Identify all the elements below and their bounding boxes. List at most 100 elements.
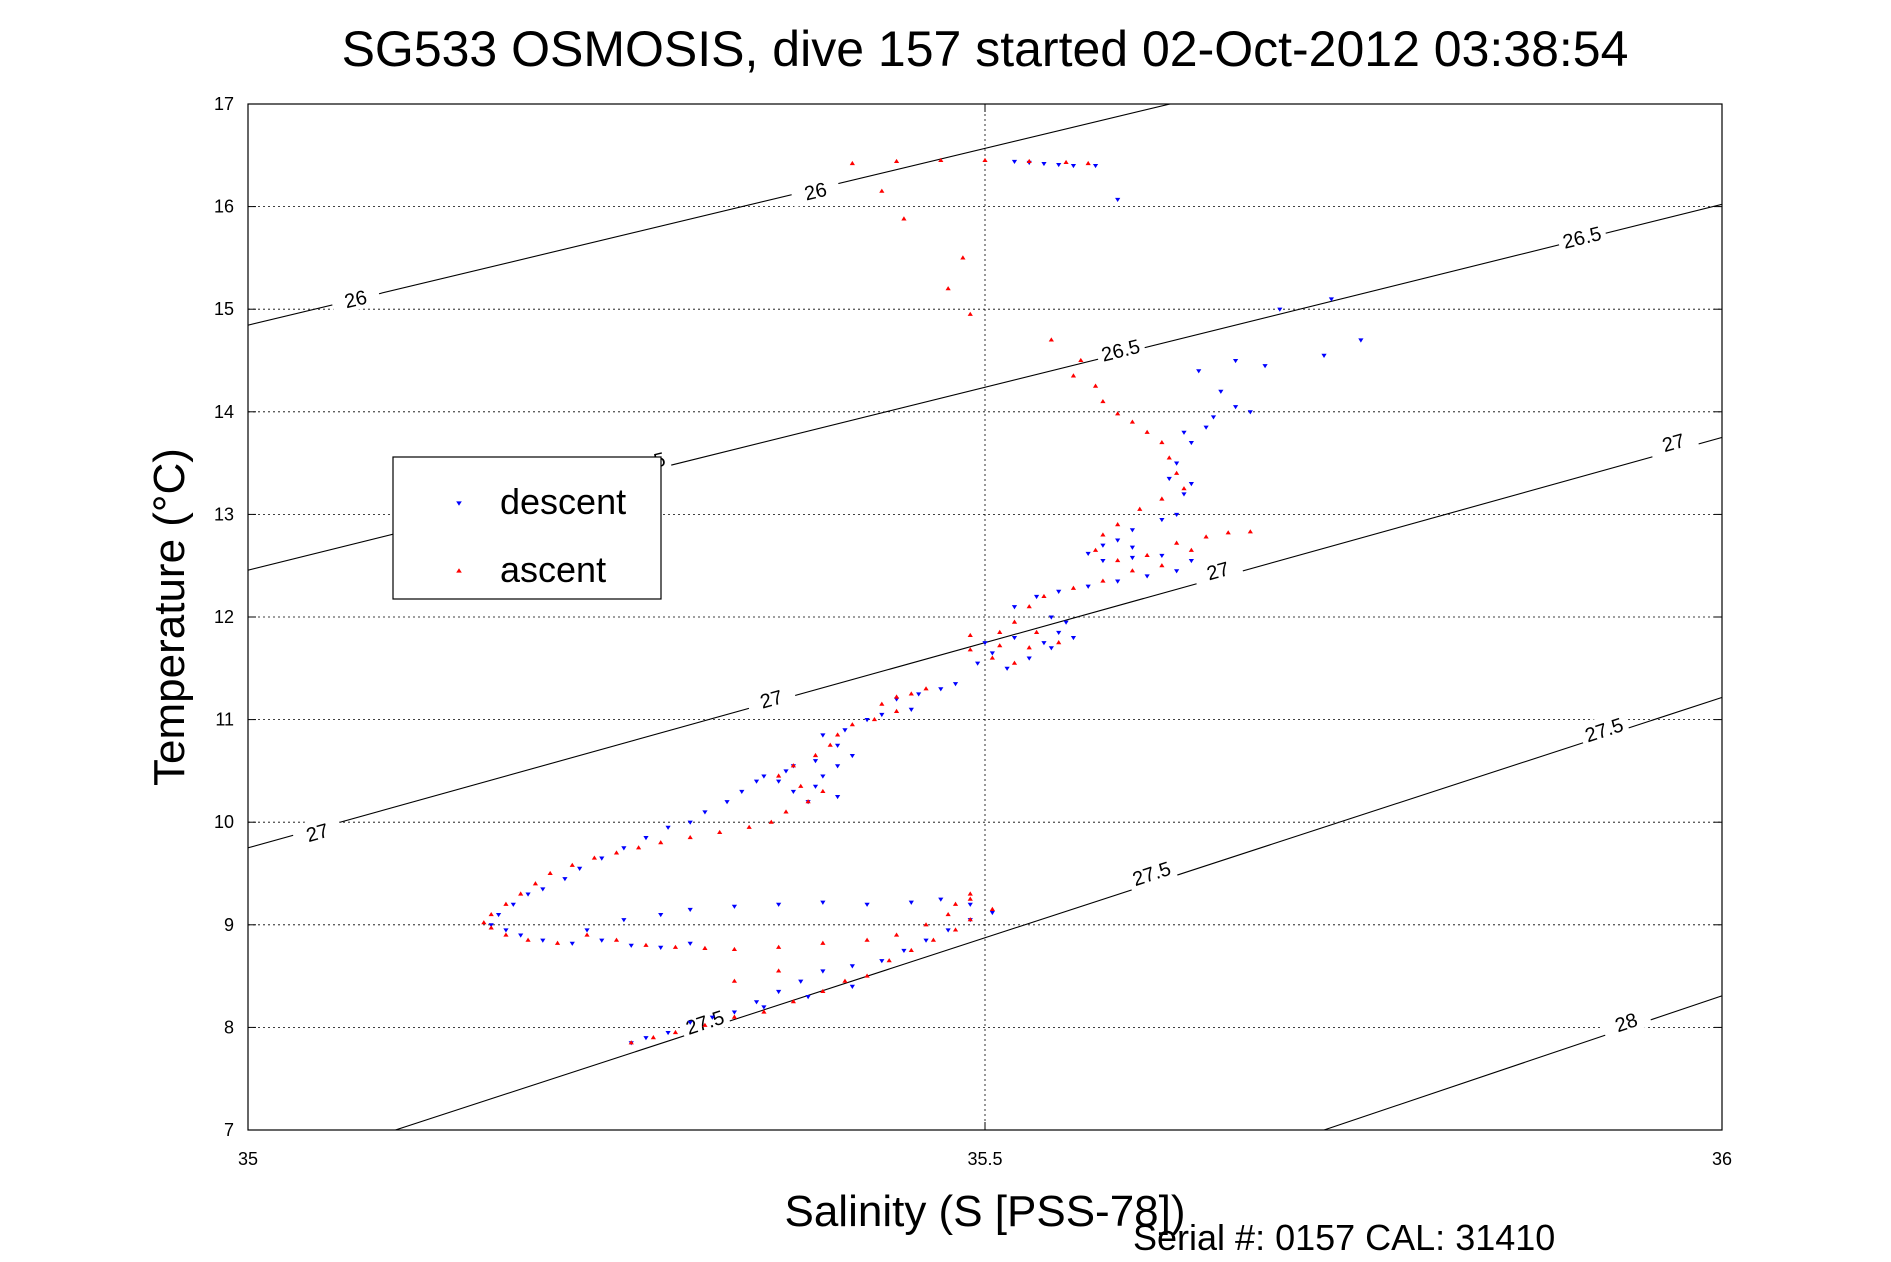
legend-descent-marker: [456, 501, 462, 506]
ascent-point: [1129, 568, 1135, 573]
ascent-point: [776, 773, 782, 778]
density-contour-26.5: [248, 203, 1722, 571]
ascent-point: [488, 925, 494, 930]
ascent-point: [702, 1022, 708, 1027]
y-tick-label: 15: [214, 299, 234, 319]
descent-point: [495, 912, 502, 918]
contour-label-bg: [1094, 331, 1147, 367]
contour-label-group: 27.5: [1124, 853, 1178, 892]
ascent-point: [893, 932, 900, 937]
descent-point: [1277, 307, 1283, 312]
descent-point: [1048, 646, 1054, 651]
descent-point: [1041, 641, 1047, 646]
descent-point: [945, 928, 951, 933]
descent-point: [1056, 162, 1062, 168]
ascent-point: [989, 655, 995, 660]
ascent-point: [820, 940, 826, 945]
descent-point: [776, 779, 782, 784]
contour-label-group: 27.5: [678, 1002, 732, 1041]
contour-label-bg: [678, 1002, 732, 1041]
descent-point: [989, 910, 995, 916]
descent-point: [1026, 656, 1032, 661]
ascent-point: [967, 891, 973, 896]
descent-point: [790, 789, 796, 795]
axis-ticks: 35 35.5 36 7 8 9 10 11 12 13 14 15 16 17: [214, 94, 1732, 1169]
descent-point: [975, 661, 981, 666]
data-points: [481, 157, 1364, 1046]
descent-point: [901, 948, 907, 954]
contour-label-group: 26: [789, 172, 842, 208]
ascent-point: [908, 947, 914, 953]
ascent-point: [967, 917, 973, 922]
descent-point: [658, 912, 664, 918]
ascent-point: [613, 850, 620, 855]
ascent-point: [658, 840, 664, 845]
descent-point: [658, 945, 664, 950]
descent-point: [702, 810, 708, 815]
x-tick-label: 35: [238, 1149, 258, 1169]
descent-point: [1247, 410, 1253, 415]
descent-point: [1056, 630, 1062, 635]
ascent-point: [1115, 522, 1121, 527]
contour-label-group: 26.5: [1555, 218, 1608, 254]
descent-point: [599, 856, 605, 861]
ascent-point: [1092, 547, 1099, 552]
ascent-point: [820, 788, 826, 793]
ascent-point: [518, 891, 524, 896]
descent-point: [982, 641, 988, 646]
y-tick-label: 11: [215, 710, 234, 730]
ascent-point: [1203, 534, 1209, 539]
y-tick-label: 8: [224, 1017, 234, 1037]
descent-point: [1181, 430, 1187, 435]
contour-label-bg: [744, 680, 798, 717]
descent-point: [952, 682, 959, 687]
descent-point: [577, 866, 583, 871]
ascent-point: [967, 632, 973, 638]
ascent-point: [849, 160, 855, 166]
descent-point: [923, 938, 929, 943]
descent-point: [599, 938, 605, 943]
ascent-point: [1041, 593, 1047, 599]
descent-point: [776, 902, 782, 907]
descent-point: [820, 900, 826, 905]
descent-point: [739, 789, 745, 795]
descent-point: [1159, 517, 1165, 523]
descent-point: [1328, 297, 1334, 302]
x-tick-label: 36: [1712, 1149, 1732, 1169]
descent-point: [569, 941, 575, 946]
ascent-point: [908, 691, 914, 696]
descent-point: [849, 753, 855, 759]
ascent-point: [1026, 604, 1032, 609]
descent-point: [1203, 425, 1209, 430]
descent-point: [1321, 353, 1327, 358]
descent-point: [1011, 605, 1018, 610]
ascent-point: [893, 158, 900, 164]
ascent-point: [1166, 455, 1172, 460]
descent-point: [835, 743, 841, 748]
descent-point: [665, 1030, 671, 1036]
chart-title: SG533 OSMOSIS, dive 157 started 02-Oct-2…: [342, 21, 1629, 77]
ascent-point: [569, 862, 575, 867]
ascent-point: [1070, 585, 1077, 590]
descent-point: [1358, 338, 1364, 343]
ascent-point: [731, 1014, 738, 1019]
ascent-point: [997, 629, 1003, 634]
descent-point: [1085, 584, 1091, 589]
y-tick-label: 9: [224, 915, 234, 935]
y-axis-label: Temperature (°C): [145, 448, 194, 786]
ascent-point: [886, 958, 892, 963]
descent-point: [1011, 159, 1018, 165]
contour-label-bg: [1555, 218, 1608, 254]
descent-point: [798, 979, 804, 984]
descent-point: [1218, 389, 1224, 394]
ascent-point: [798, 783, 804, 788]
descent-point: [908, 707, 914, 712]
descent-point: [1159, 553, 1165, 559]
legend-box: [392, 456, 662, 600]
x-axis-label: Salinity (S [PSS-78]): [784, 1187, 1185, 1236]
ascent-point: [1129, 419, 1135, 424]
ascent-point: [1188, 547, 1194, 552]
ascent-point: [967, 311, 973, 316]
x-tick-label: 35.5: [967, 1149, 1002, 1169]
ascent-point: [982, 157, 988, 162]
